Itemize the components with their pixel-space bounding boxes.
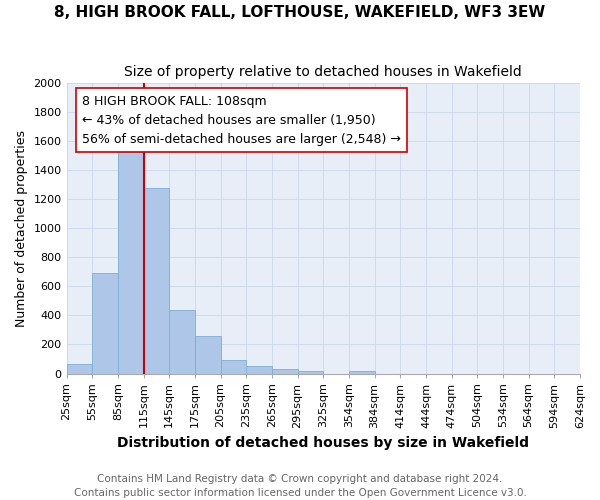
Bar <box>169 310 195 374</box>
Bar <box>118 136 143 374</box>
Text: Contains HM Land Registry data © Crown copyright and database right 2024.
Contai: Contains HM Land Registry data © Crown c… <box>74 474 526 498</box>
Bar <box>298 370 323 374</box>
Bar <box>246 366 272 374</box>
Bar <box>92 272 118 374</box>
Bar <box>67 364 92 374</box>
Y-axis label: Number of detached properties: Number of detached properties <box>15 130 28 326</box>
Bar <box>195 336 221 374</box>
Bar <box>349 372 374 374</box>
Text: 8 HIGH BROOK FALL: 108sqm
← 43% of detached houses are smaller (1,950)
56% of se: 8 HIGH BROOK FALL: 108sqm ← 43% of detac… <box>82 94 401 146</box>
Title: Size of property relative to detached houses in Wakefield: Size of property relative to detached ho… <box>124 65 522 79</box>
Bar <box>272 369 298 374</box>
Bar <box>143 188 169 374</box>
Bar <box>221 360 246 374</box>
X-axis label: Distribution of detached houses by size in Wakefield: Distribution of detached houses by size … <box>117 436 529 450</box>
Text: 8, HIGH BROOK FALL, LOFTHOUSE, WAKEFIELD, WF3 3EW: 8, HIGH BROOK FALL, LOFTHOUSE, WAKEFIELD… <box>55 5 545 20</box>
